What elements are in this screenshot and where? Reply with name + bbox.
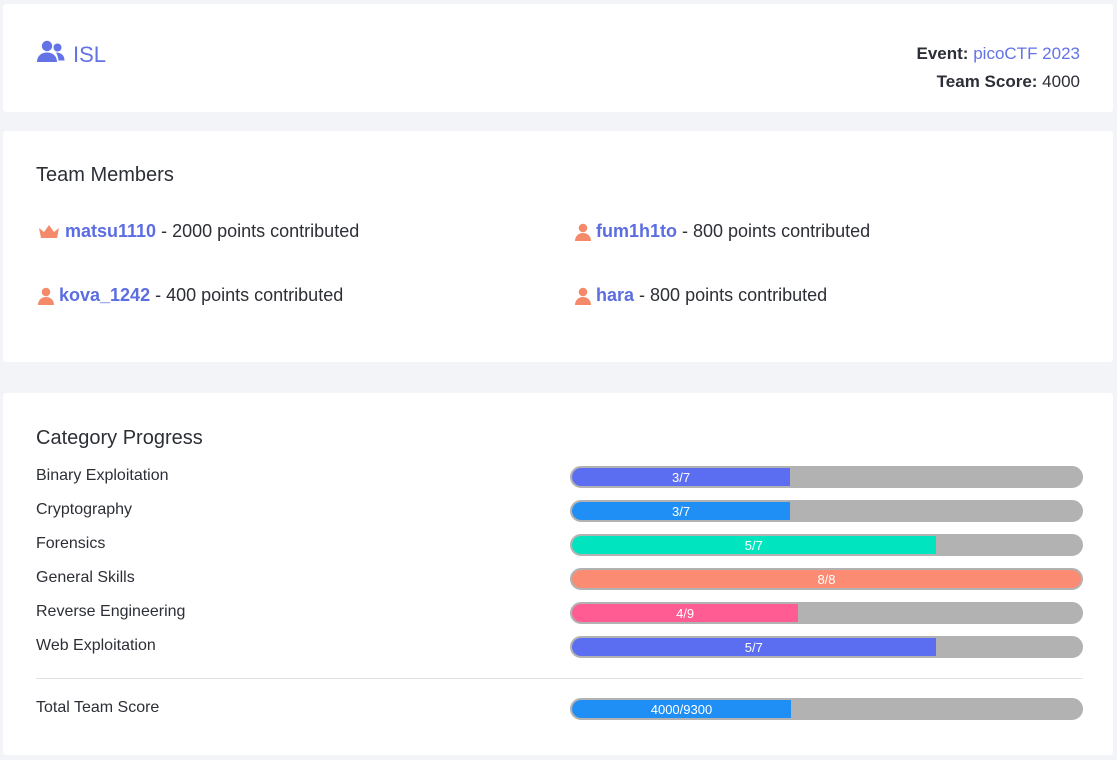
member-name-link[interactable]: kova_1242 <box>59 285 151 305</box>
total-score-track: 4000/9300 <box>570 698 1083 720</box>
event-label: Event: <box>916 44 969 63</box>
category-progress-title: Category Progress <box>36 427 203 449</box>
category-label: Web Exploitation <box>36 637 156 654</box>
category-label: Binary Exploitation <box>36 467 169 484</box>
team-name: ISL <box>73 42 107 67</box>
member-separator: - <box>682 221 688 241</box>
divider <box>36 678 1083 679</box>
total-score-fill: 4000/9300 <box>572 700 791 718</box>
category-label: Reverse Engineering <box>36 603 186 620</box>
category-progress-text: 5/7 <box>744 639 763 655</box>
team-members-title: Team Members <box>36 164 174 186</box>
person-icon <box>575 287 591 305</box>
category-row: Cryptography 3/7 <box>36 500 1083 524</box>
member-separator: - <box>155 285 162 305</box>
category-progress-fill: 5/7 <box>572 638 936 656</box>
member-separator: - <box>161 221 168 241</box>
team-score-value: 4000 <box>1042 72 1080 91</box>
category-label: Forensics <box>36 535 106 552</box>
total-score-row: Total Team Score 4000/9300 <box>36 698 1083 722</box>
member-points: 800 points contributed <box>693 221 871 241</box>
team-score-label: Team Score: <box>936 72 1038 91</box>
member-name-link[interactable]: matsu1110 <box>65 221 157 241</box>
person-icon <box>38 287 54 305</box>
category-progress-text: 8/8 <box>817 571 836 587</box>
person-icon <box>575 223 591 241</box>
category-progress-text: 3/7 <box>672 469 691 485</box>
category-label: Cryptography <box>36 501 133 518</box>
category-progress-text: 5/7 <box>744 537 763 553</box>
category-row: Web Exploitation 5/7 <box>36 636 1083 660</box>
category-row: Binary Exploitation 3/7 <box>36 466 1083 490</box>
category-row: Forensics 5/7 <box>36 534 1083 558</box>
category-progress-track: 5/7 <box>570 534 1083 556</box>
category-progress-fill: 4/9 <box>572 604 799 622</box>
member-points: 800 points contributed <box>650 285 828 305</box>
member-item: matsu1110-2000 points contributed <box>38 221 359 242</box>
total-score-label: Total Team Score <box>36 699 160 716</box>
event-link[interactable]: picoCTF 2023 <box>973 44 1080 63</box>
category-progress-card: Category Progress Binary Exploitation 3/7… <box>3 393 1113 755</box>
category-progress-fill: 5/7 <box>572 536 936 554</box>
team-header-card: ISL Event: picoCTF 2023 Team Score: 4000 <box>3 4 1113 112</box>
category-row: General Skills 8/8 <box>36 568 1083 592</box>
users-icon <box>36 40 65 70</box>
member-points: 400 points contributed <box>166 285 344 305</box>
member-item: fum1h1to -800 points contributed <box>575 221 870 242</box>
total-score-text: 4000/9300 <box>650 701 713 717</box>
category-progress-text: 4/9 <box>676 605 695 621</box>
category-progress-track: 8/8 <box>570 568 1083 590</box>
category-progress-text: 3/7 <box>672 503 691 519</box>
category-progress-fill: 8/8 <box>572 570 1081 588</box>
team-title: ISL <box>36 40 106 70</box>
crown-icon <box>38 224 60 240</box>
category-row: Reverse Engineering 4/9 <box>36 602 1083 626</box>
category-progress-track: 3/7 <box>570 500 1083 522</box>
category-progress-fill: 3/7 <box>572 468 791 486</box>
category-progress-fill: 3/7 <box>572 502 791 520</box>
category-progress-track: 4/9 <box>570 602 1083 624</box>
event-info: Event: picoCTF 2023 Team Score: 4000 <box>917 40 1080 96</box>
member-points: 2000 points contributed <box>172 221 360 241</box>
category-progress-track: 5/7 <box>570 636 1083 658</box>
category-progress-track: 3/7 <box>570 466 1083 488</box>
member-separator: - <box>639 285 646 305</box>
member-name-link[interactable]: fum1h1to <box>596 221 677 241</box>
member-name-link[interactable]: hara <box>596 285 635 305</box>
member-item: kova_1242-400 points contributed <box>38 285 343 306</box>
category-label: General Skills <box>36 569 135 586</box>
member-item: hara -800 points contributed <box>575 285 827 306</box>
team-members-card: Team Members matsu1110-2000 points contr… <box>3 131 1113 362</box>
